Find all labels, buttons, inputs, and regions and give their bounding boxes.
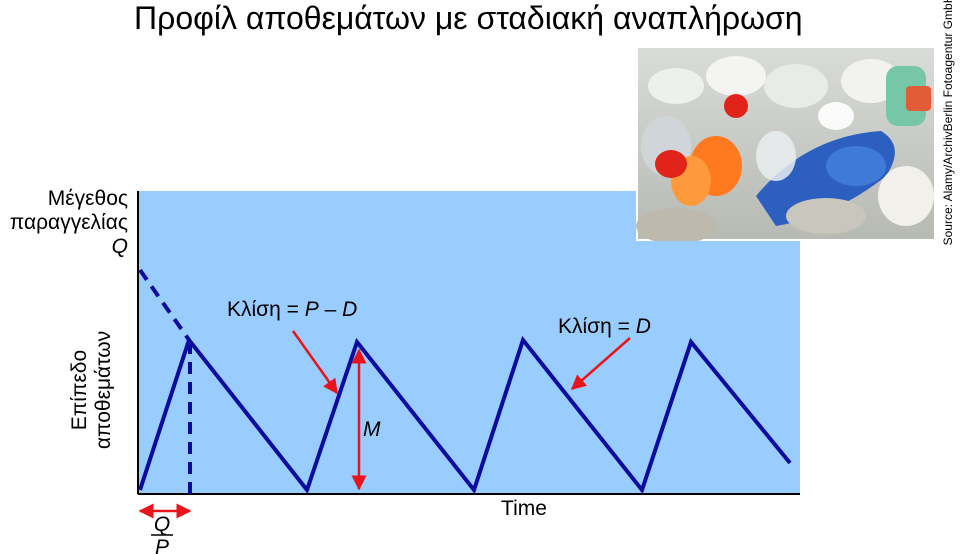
slope-down-label: Κλίση = D: [558, 315, 651, 338]
slope-up-label: Κλίση = P – D: [227, 298, 357, 321]
order-size-label: Μέγεθος παραγγελίας Q: [0, 187, 128, 259]
order-size-line2: παραγγελίας: [9, 211, 128, 234]
order-size-line1: Μέγεθος: [47, 187, 128, 210]
x-axis-label: Time: [501, 497, 547, 520]
production-time-numerator: Q: [154, 513, 170, 536]
production-dashed-extension: [138, 268, 191, 342]
page-title: Προφίλ αποθεμάτων με σταδιακή αναπλήρωση: [134, 0, 803, 36]
photo-plastic-bottles-icon: [636, 46, 936, 241]
slope-up-arrow: [291, 330, 339, 395]
production-time-denominator: P: [155, 536, 169, 554]
slope-down-arrow: [570, 337, 631, 390]
inventory-sawtooth-line: [138, 335, 792, 495]
max-inventory-label: M: [363, 418, 381, 441]
order-size-symbol: Q: [111, 235, 128, 258]
